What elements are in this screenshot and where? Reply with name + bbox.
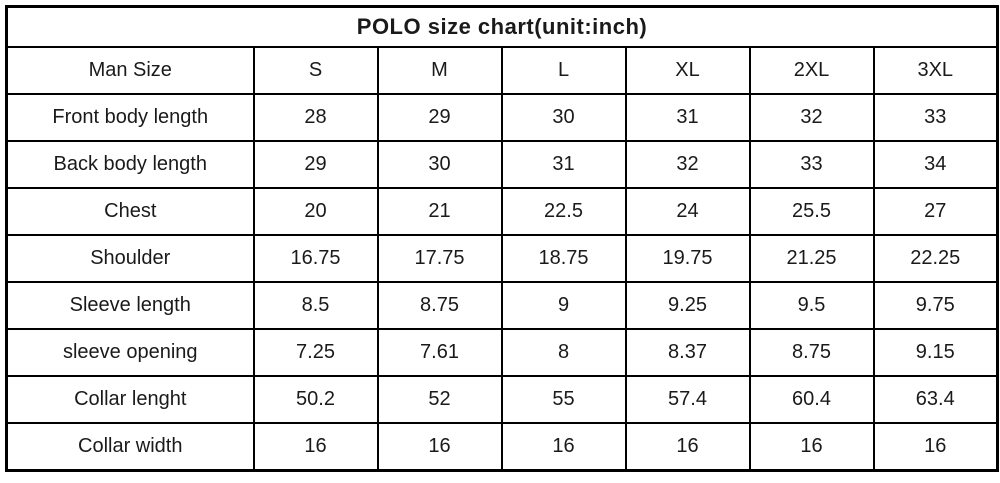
row-label: Chest [5, 187, 255, 236]
value-cell: 31 [500, 140, 627, 189]
table-row: sleeve opening 7.25 7.61 8 8.37 8.75 9.15 [5, 328, 999, 377]
header-cell-label: Man Size [5, 46, 255, 95]
value-cell: 16 [376, 422, 503, 472]
table-title: POLO size chart(unit:inch) [5, 5, 999, 48]
value-cell: 16 [748, 422, 875, 472]
value-cell: 32 [748, 93, 875, 142]
value-cell: 60.4 [748, 375, 875, 424]
value-cell: 63.4 [872, 375, 999, 424]
value-cell: 29 [376, 93, 503, 142]
value-cell: 16 [500, 422, 627, 472]
table-row: Shoulder 16.75 17.75 18.75 19.75 21.25 22.25 [5, 234, 999, 283]
value-cell: 22.25 [872, 234, 999, 283]
row-label: Collar width [5, 422, 255, 472]
value-cell: 27 [872, 187, 999, 236]
value-cell: 16 [624, 422, 751, 472]
table-row: Chest 20 21 22.5 24 25.5 27 [5, 187, 999, 236]
value-cell: 32 [624, 140, 751, 189]
value-cell: 9.5 [748, 281, 875, 330]
row-label: Sleeve length [5, 281, 255, 330]
value-cell: 28 [252, 93, 379, 142]
table-title-row: POLO size chart(unit:inch) [5, 5, 999, 48]
value-cell: 16.75 [252, 234, 379, 283]
header-cell-size: 3XL [872, 46, 999, 95]
value-cell: 16 [252, 422, 379, 472]
table-row: Collar lenght 50.2 52 55 57.4 60.4 63.4 [5, 375, 999, 424]
value-cell: 9.15 [872, 328, 999, 377]
value-cell: 22.5 [500, 187, 627, 236]
value-cell: 30 [500, 93, 627, 142]
value-cell: 25.5 [748, 187, 875, 236]
value-cell: 21.25 [748, 234, 875, 283]
value-cell: 7.61 [376, 328, 503, 377]
table-header-row: Man Size S M L XL 2XL 3XL [5, 46, 999, 95]
header-cell-size: S [252, 46, 379, 95]
value-cell: 17.75 [376, 234, 503, 283]
value-cell: 9.75 [872, 281, 999, 330]
value-cell: 57.4 [624, 375, 751, 424]
header-cell-size: L [500, 46, 627, 95]
value-cell: 8.5 [252, 281, 379, 330]
value-cell: 33 [748, 140, 875, 189]
row-label: Shoulder [5, 234, 255, 283]
value-cell: 52 [376, 375, 503, 424]
value-cell: 19.75 [624, 234, 751, 283]
polo-size-chart-table: POLO size chart(unit:inch) Man Size S M L XL… [5, 5, 1000, 472]
value-cell: 16 [872, 422, 999, 472]
value-cell: 18.75 [500, 234, 627, 283]
value-cell: 20 [252, 187, 379, 236]
header-cell-size: M [376, 46, 503, 95]
table-row: Front body length 28 29 30 31 32 33 [5, 93, 999, 142]
value-cell: 21 [376, 187, 503, 236]
value-cell: 24 [624, 187, 751, 236]
row-label: sleeve opening [5, 328, 255, 377]
row-label: Collar lenght [5, 375, 255, 424]
table-row: Collar width 16 16 16 16 16 16 [5, 422, 999, 472]
value-cell: 9 [500, 281, 627, 330]
row-label: Back body length [5, 140, 255, 189]
table-row: Sleeve length 8.5 8.75 9 9.25 9.5 9.75 [5, 281, 999, 330]
value-cell: 30 [376, 140, 503, 189]
value-cell: 8.37 [624, 328, 751, 377]
value-cell: 8.75 [376, 281, 503, 330]
header-cell-size: XL [624, 46, 751, 95]
value-cell: 9.25 [624, 281, 751, 330]
value-cell: 50.2 [252, 375, 379, 424]
value-cell: 31 [624, 93, 751, 142]
value-cell: 8 [500, 328, 627, 377]
table-row: Back body length 29 30 31 32 33 34 [5, 140, 999, 189]
table-body: Front body length 28 29 30 31 32 33 Back body l… [5, 93, 999, 472]
value-cell: 7.25 [252, 328, 379, 377]
header-cell-size: 2XL [748, 46, 875, 95]
value-cell: 29 [252, 140, 379, 189]
value-cell: 34 [872, 140, 999, 189]
value-cell: 8.75 [748, 328, 875, 377]
value-cell: 33 [872, 93, 999, 142]
row-label: Front body length [5, 93, 255, 142]
value-cell: 55 [500, 375, 627, 424]
